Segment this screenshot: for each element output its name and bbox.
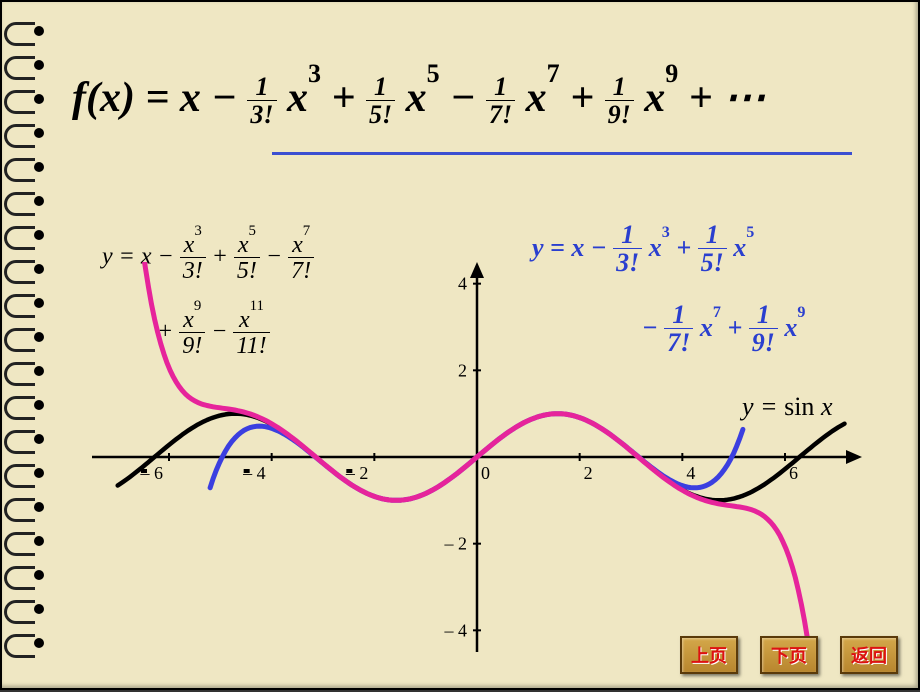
svg-text:– 2: – 2 bbox=[444, 534, 468, 554]
back-button[interactable]: 返回 bbox=[840, 636, 898, 674]
svg-text:– 4: – 4 bbox=[444, 620, 468, 640]
svg-text:4: 4 bbox=[686, 463, 695, 483]
svg-text:4: 4 bbox=[458, 274, 467, 294]
svg-text:0: 0 bbox=[481, 463, 490, 483]
presentation-slide: f(x) = x − 13! x3 + 15! x5 − 17! x7 + 19… bbox=[0, 0, 920, 690]
next-button[interactable]: 下页 bbox=[760, 636, 818, 674]
nav-buttons: 上页 下页 返回 bbox=[680, 636, 898, 674]
formula-underline bbox=[272, 152, 852, 155]
spiral-binding bbox=[2, 2, 54, 692]
svg-text:2: 2 bbox=[458, 360, 467, 380]
taylor-chart: – 6– 4– 20246– 4– 224 bbox=[92, 262, 862, 652]
main-formula: f(x) = x − 13! x3 + 15! x5 − 17! x7 + 19… bbox=[72, 72, 765, 129]
prev-button[interactable]: 上页 bbox=[680, 636, 738, 674]
svg-text:2: 2 bbox=[584, 463, 593, 483]
